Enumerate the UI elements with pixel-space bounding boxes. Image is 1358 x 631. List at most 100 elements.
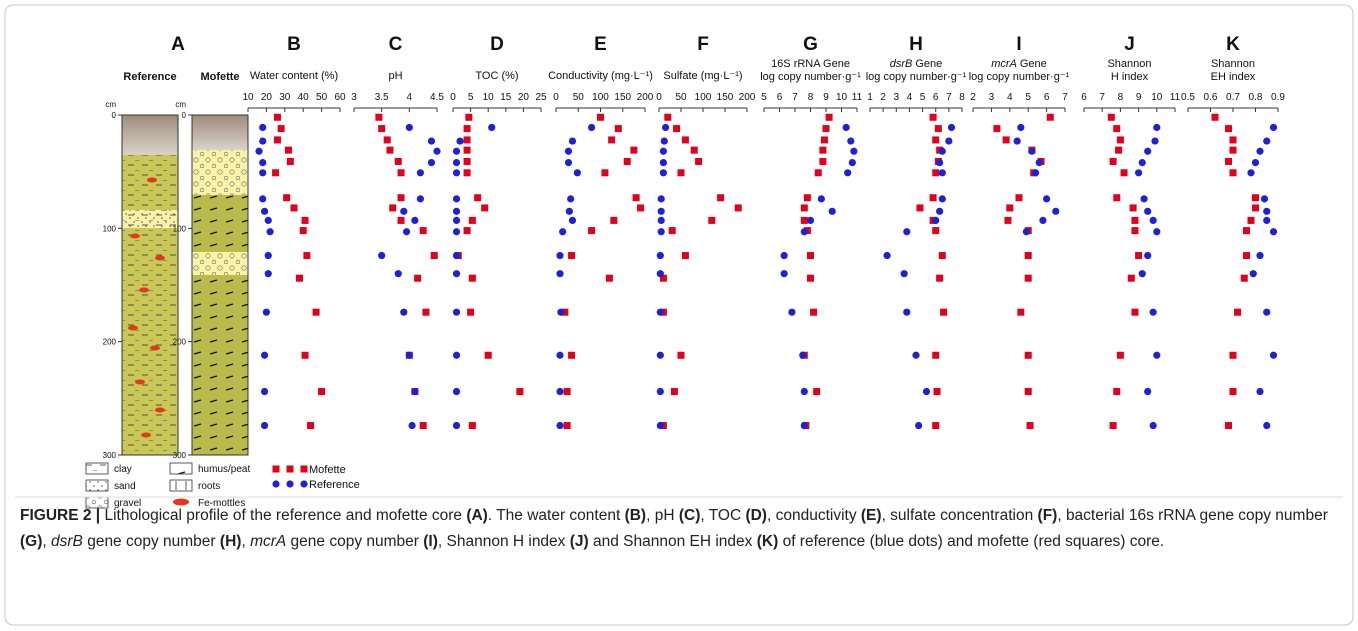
x-tick-label: 20 <box>261 92 273 103</box>
mofette-point <box>284 146 292 154</box>
mofette-point <box>1017 308 1025 316</box>
mofette-point <box>389 204 397 212</box>
x-tick-label: 9 <box>823 92 829 103</box>
mofette-point <box>1240 274 1248 282</box>
reference-point <box>456 137 464 145</box>
reference-point <box>1263 216 1271 224</box>
mofette-point <box>1229 169 1237 177</box>
panel-title: Conductivity (mg·L⁻¹) <box>548 70 653 82</box>
mofette-point <box>1006 204 1014 212</box>
x-tick-label: 10 <box>836 92 848 103</box>
x-tick-label: 11 <box>852 92 863 103</box>
caption-text: dsrB <box>51 533 83 550</box>
caption-text: gene copy number <box>82 533 220 550</box>
reference-point <box>842 123 850 132</box>
mofette-point <box>474 194 482 202</box>
reference-point <box>452 351 461 359</box>
mofette-point <box>800 216 808 224</box>
mofette-point <box>1004 216 1012 224</box>
reference-point <box>1149 216 1157 224</box>
caption-text: (G) <box>20 533 43 550</box>
lithology-legend-label: clay <box>114 464 132 475</box>
reference-point <box>1263 421 1271 430</box>
panel-title: Sulfate (mg·L⁻¹) <box>663 70 742 82</box>
reference-point <box>411 387 419 396</box>
legend-label: Mofette <box>309 464 346 476</box>
caption-text: (B) <box>624 507 647 524</box>
mofette-point <box>1225 422 1232 430</box>
reference-point <box>259 159 267 167</box>
reference-point <box>656 251 664 260</box>
panel-letter: A <box>171 34 185 55</box>
panel-title: mcrA Gene <box>991 58 1047 70</box>
caption-text: (E) <box>860 507 882 524</box>
reference-point <box>1144 207 1152 215</box>
mofette-point <box>272 169 280 177</box>
caption-text: , TOC <box>700 507 746 524</box>
reference-point <box>400 308 408 316</box>
mofette-point <box>397 216 405 224</box>
mofette-point <box>397 169 405 177</box>
mofette-point <box>1024 351 1032 359</box>
mofette-point <box>1115 146 1123 154</box>
reference-point <box>780 251 788 260</box>
reference-point <box>259 169 267 177</box>
reference-point <box>259 137 267 145</box>
mofette-point <box>673 125 681 133</box>
mofette-point <box>568 252 576 260</box>
caption-text: , pH <box>646 507 679 524</box>
mofette-point <box>468 216 476 224</box>
mofette-point <box>608 136 616 144</box>
reference-point <box>1144 147 1152 155</box>
mofette-point <box>307 422 315 430</box>
reference-point <box>850 147 858 155</box>
reference-point <box>452 147 461 155</box>
panel-title-part: Gene <box>915 58 942 70</box>
reference-point <box>657 195 665 203</box>
reference-point <box>260 387 269 396</box>
x-tick-label: 0 <box>450 92 456 103</box>
mofette-point <box>397 194 405 202</box>
reference-point <box>452 228 461 236</box>
reference-point <box>427 159 436 167</box>
depth-tick-label: 200 <box>173 338 187 347</box>
mofette-point <box>378 125 386 133</box>
mofette-point <box>690 146 698 154</box>
lithology-legend-symbols <box>85 462 193 509</box>
reference-point <box>488 123 496 132</box>
panel-title: H index <box>1111 71 1149 83</box>
mofette-point <box>623 157 631 165</box>
reference-point <box>452 308 461 316</box>
reference-point <box>255 147 263 155</box>
reference-point <box>947 123 956 132</box>
lithology-legend-label: humus/peat <box>198 464 250 475</box>
depth-tick-label: 300 <box>173 451 187 460</box>
reference-point <box>659 169 668 177</box>
reference-point <box>1260 195 1269 203</box>
mofette-point <box>568 351 576 359</box>
mofette-point <box>810 308 818 316</box>
mofette-point <box>938 252 946 260</box>
depth-unit: cm <box>105 100 116 109</box>
reference-point <box>938 195 946 203</box>
lithology-legend-label: Fe-mottles <box>198 498 245 509</box>
mofette-point <box>814 169 822 177</box>
panel-letter: I <box>1016 34 1021 55</box>
reference-point <box>1269 123 1278 132</box>
reference-point <box>936 207 944 215</box>
x-tick-label: 3 <box>989 92 995 103</box>
mofette-point <box>681 252 689 260</box>
mofette-point <box>605 274 613 282</box>
x-tick-label: 7 <box>1062 92 1068 103</box>
reference-point <box>416 169 424 177</box>
mofette-point <box>597 113 604 121</box>
reference-point <box>568 216 577 224</box>
mofette-point <box>932 227 940 235</box>
mofette-point <box>1024 274 1032 282</box>
reference-point <box>1144 387 1152 396</box>
x-tick-label: 5 <box>468 92 474 103</box>
mofette-point <box>419 422 427 430</box>
depth-tick-label: 300 <box>103 451 117 460</box>
reference-point <box>259 123 267 132</box>
mofette-point <box>463 125 471 133</box>
